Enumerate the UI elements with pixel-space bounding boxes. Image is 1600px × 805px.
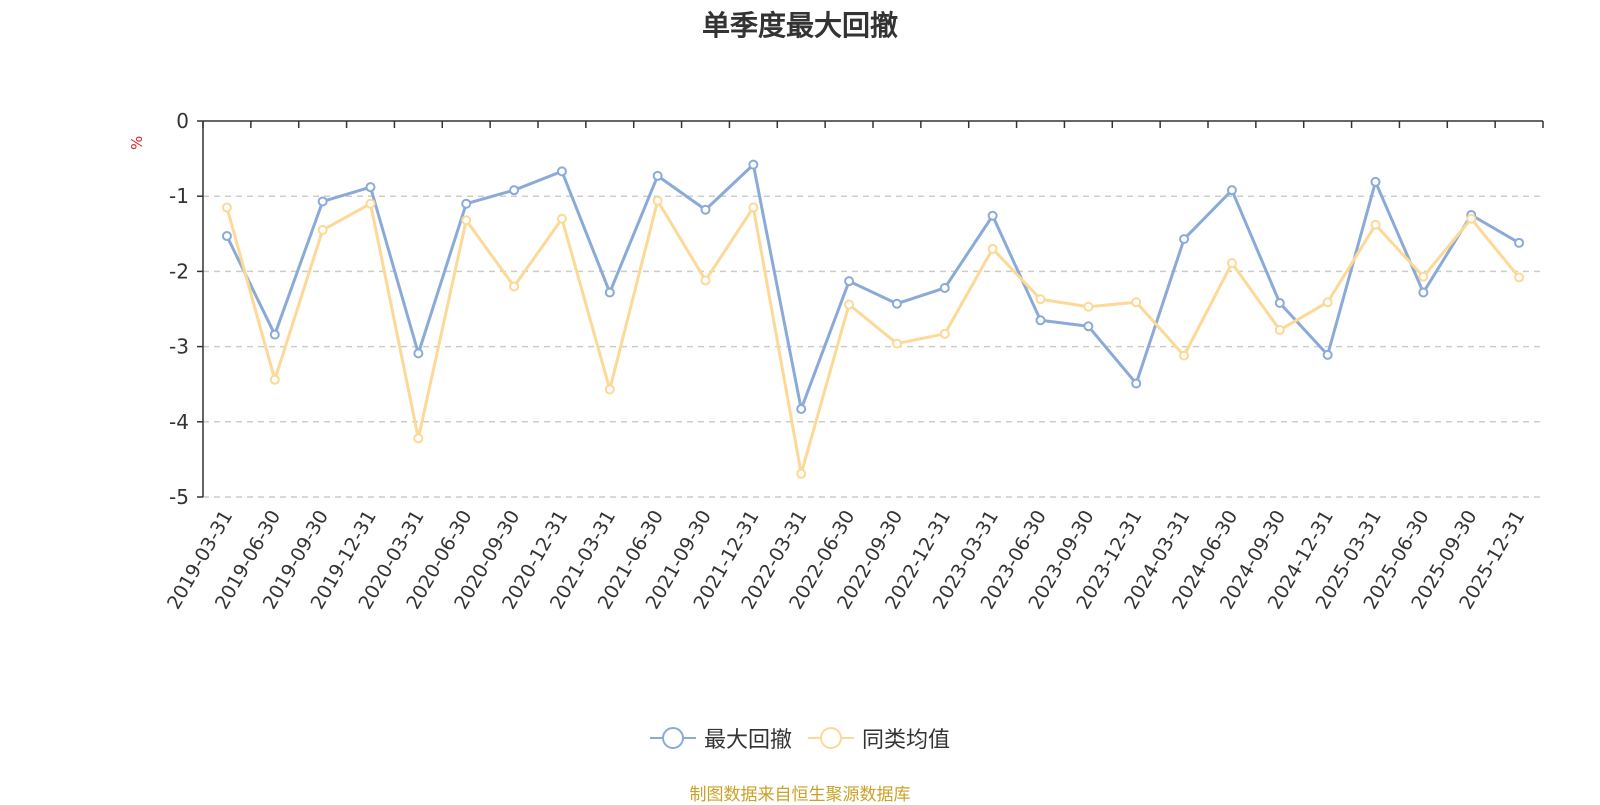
data-point [1035, 315, 1046, 326]
data-point [604, 287, 615, 298]
series-line-peer-average [225, 199, 1521, 476]
data-point [844, 276, 855, 287]
data-point [413, 433, 424, 444]
data-point [556, 213, 567, 224]
data-point [700, 204, 711, 215]
data-point [1514, 272, 1525, 283]
data-point [461, 198, 472, 209]
data-point [748, 202, 759, 213]
data-point [939, 282, 950, 293]
y-tick-label: 0 [176, 109, 189, 133]
data-point [796, 468, 807, 479]
data-point [221, 231, 232, 242]
data-point [796, 404, 807, 415]
data-point [891, 298, 902, 309]
data-point [844, 299, 855, 310]
data-point [1131, 297, 1142, 308]
data-point [1418, 271, 1429, 282]
data-point [1083, 301, 1094, 312]
data-point [1370, 176, 1381, 187]
legend-item-max-drawdown[interactable]: 最大回撤 [649, 722, 792, 754]
data-source-note: 制图数据来自恒生聚源数据库 [689, 785, 911, 805]
data-point [509, 281, 520, 292]
legend-marker-icon [808, 727, 854, 749]
y-tick-label: -2 [169, 259, 189, 283]
data-point [891, 338, 902, 349]
data-point [939, 328, 950, 339]
legend-item-peer-average[interactable]: 同类均值 [808, 722, 950, 754]
data-point [221, 202, 232, 213]
data-point [987, 243, 998, 254]
data-point [1226, 258, 1237, 269]
data-point [269, 374, 280, 385]
data-point [556, 166, 567, 177]
data-point [365, 182, 376, 193]
data-point [652, 195, 663, 206]
legend-marker-icon [649, 727, 696, 749]
legend: 最大回撤 同类均值 [0, 722, 1600, 754]
chart-title: 单季度最大回撤 [701, 9, 898, 42]
data-point [1083, 321, 1094, 332]
data-point [461, 215, 472, 226]
data-point [1466, 213, 1477, 224]
data-point [1322, 349, 1333, 360]
data-point [1179, 234, 1190, 245]
data-point [269, 329, 280, 340]
y-tick-label: -3 [169, 335, 189, 359]
data-point [1035, 294, 1046, 305]
series-line-max-drawdown [225, 163, 1520, 411]
y-tick-label: -5 [169, 485, 189, 509]
y-tick-label: -4 [169, 410, 189, 434]
legend-label: 最大回撤 [703, 728, 792, 753]
data-point [700, 275, 711, 286]
data-point [317, 225, 328, 236]
data-point [1418, 287, 1429, 298]
data-point [1179, 350, 1190, 361]
data-point [1514, 237, 1525, 248]
data-point [509, 185, 520, 196]
data-point [987, 210, 998, 221]
data-point [1131, 378, 1142, 389]
data-point [1322, 297, 1333, 308]
data-point [604, 384, 615, 395]
data-point [1226, 185, 1237, 196]
data-point [1274, 297, 1285, 308]
data-point [365, 198, 376, 209]
legend-label: 同类均值 [862, 728, 951, 753]
data-point [748, 159, 759, 170]
y-tick-label: -1 [169, 184, 189, 208]
data-point [413, 348, 424, 359]
data-point [652, 170, 663, 181]
data-point [1274, 325, 1285, 336]
data-point [317, 196, 328, 207]
data-point [1370, 219, 1381, 230]
